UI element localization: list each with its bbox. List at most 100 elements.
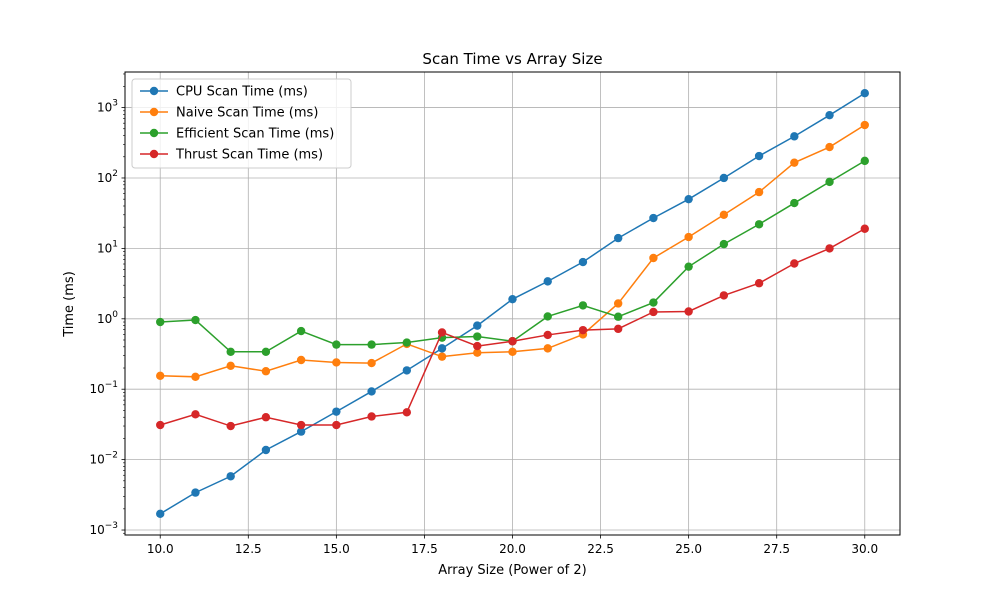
data-point: [296, 355, 306, 365]
y-tick-base: 10: [97, 312, 112, 326]
data-point: [613, 324, 623, 334]
data-point: [156, 317, 165, 327]
data-point: [578, 325, 588, 335]
data-point: [649, 213, 658, 223]
y-tick-exponent: 3: [112, 99, 118, 109]
legend-marker: [149, 86, 159, 96]
x-tick-label: 25.0: [675, 542, 702, 556]
y-tick-base: 10: [97, 171, 112, 185]
y-tick-label: 10−3: [89, 521, 118, 537]
y-axis-label: Time (ms): [62, 271, 77, 338]
y-tick-exponent: 1: [112, 239, 118, 249]
data-point: [261, 445, 271, 455]
y-tick-exponent: −2: [105, 451, 118, 461]
data-point: [226, 361, 235, 371]
x-axis: 10.0 12.5 15.0 17.5 20.0 22.5 25.0 27.5 30.0: [147, 535, 878, 556]
data-point: [754, 151, 764, 161]
data-point: [790, 132, 799, 141]
data-point: [191, 372, 200, 382]
data-point: [860, 88, 869, 98]
data-point: [578, 301, 588, 310]
data-point: [332, 407, 341, 416]
data-point: [825, 110, 834, 120]
y-tick-base: 10: [89, 382, 104, 396]
data-point: [367, 412, 376, 421]
y-tick-label: 10−2: [89, 451, 118, 467]
data-point: [543, 277, 552, 286]
legend-marker: [149, 149, 159, 159]
series-0: [156, 88, 869, 519]
data-point: [613, 299, 623, 308]
legend-item: CPU Scan Time (ms): [140, 85, 308, 100]
data-point: [473, 332, 482, 341]
data-point: [684, 194, 693, 204]
data-point: [332, 420, 341, 430]
data-point: [649, 307, 658, 317]
legend-marker: [149, 107, 159, 117]
data-point: [191, 488, 200, 497]
data-point: [156, 420, 165, 430]
data-point: [473, 348, 482, 357]
data-point: [790, 158, 799, 167]
x-tick-label: 22.5: [587, 542, 614, 556]
legend-item: Naive Scan Time (ms): [140, 106, 318, 121]
data-point: [754, 220, 764, 229]
data-point: [543, 344, 552, 353]
data-point: [613, 312, 623, 321]
legend-item: Efficient Scan Time (ms): [140, 127, 334, 142]
data-point: [402, 338, 412, 347]
data-point: [156, 371, 165, 381]
data-point: [473, 321, 482, 330]
data-point: [543, 312, 552, 321]
legend-box: [131, 78, 352, 169]
data-point: [226, 347, 235, 356]
data-point: [508, 294, 517, 304]
data-point: [296, 420, 306, 430]
data-point: [367, 387, 376, 396]
data-point: [296, 326, 306, 336]
series-3: [156, 224, 869, 431]
data-point: [790, 259, 799, 268]
data-point: [684, 307, 693, 316]
data-point: [156, 509, 165, 519]
x-tick-label: 12.5: [235, 542, 262, 556]
legend-label: Thrust Scan Time (ms): [175, 148, 323, 163]
legend-label: Naive Scan Time (ms): [176, 106, 318, 121]
data-point: [296, 427, 306, 436]
data-point: [473, 341, 482, 351]
y-tick-exponent: 2: [112, 169, 118, 179]
y-tick-base: 10: [97, 101, 112, 115]
data-point: [402, 366, 412, 375]
data-point: [508, 347, 517, 356]
data-point: [437, 344, 447, 353]
data-point: [684, 232, 693, 242]
data-point: [191, 410, 200, 419]
data-point: [825, 177, 834, 187]
y-tick-label: 101: [97, 239, 118, 255]
data-point: [261, 413, 271, 422]
data-point: [860, 156, 869, 166]
legend: CPU Scan Time (ms) Naive Scan Time (ms) Ef…: [131, 78, 352, 169]
data-point: [719, 291, 729, 300]
data-point: [367, 340, 376, 349]
data-point: [719, 239, 729, 249]
data-point: [754, 187, 764, 197]
data-point: [719, 210, 729, 219]
data-point: [261, 367, 271, 376]
legend-marker: [149, 128, 159, 138]
x-tick-label: 20.0: [499, 542, 526, 556]
data-point: [543, 330, 552, 340]
data-point: [437, 328, 447, 337]
y-tick-label: 103: [97, 99, 118, 115]
data-point: [367, 358, 376, 368]
data-point: [649, 298, 658, 307]
data-point: [684, 262, 693, 271]
legend-label: Efficient Scan Time (ms): [176, 127, 334, 142]
data-point: [437, 352, 447, 361]
data-point: [226, 472, 235, 481]
data-point: [825, 244, 834, 253]
data-point: [790, 198, 799, 208]
legend-label: CPU Scan Time (ms): [176, 85, 308, 100]
